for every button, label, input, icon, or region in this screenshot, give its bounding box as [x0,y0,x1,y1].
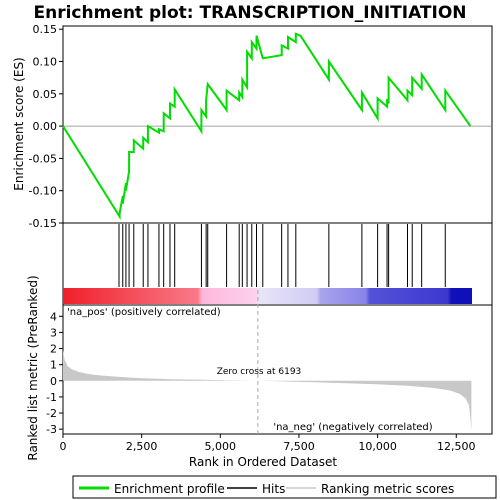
es-y-axis-label: Enrichment score (ES) [12,57,26,190]
enrichment-profile-line [62,32,472,220]
metric-y-tick-label: -3 [46,423,57,436]
es-plot-frame [62,25,493,224]
metric-y-axis-label: Ranked list metric (PreRanked) [26,275,40,460]
x-axis-label: Rank in Ordered Dataset [189,455,337,469]
zero-cross-annotation: Zero cross at 6193 [217,367,302,377]
metric-y-tick-label: 2 [50,343,57,356]
metric-y-tick-label: 1 [50,359,57,372]
enrichment-score-panel: -0.15 -0.10 -0.05 0.00 0.05 0.10 0.15 Enrichme… [12,23,493,230]
legend-metric-label: Ranking metric scores [321,482,454,496]
metric-y-tick-label: 3 [50,326,57,339]
legend: Enrichment profile Hits Ranking metric s… [72,475,497,499]
chart-title: Enrichment plot: TRANSCRIPTION_INITIATIO… [33,3,466,23]
ranking-color-bar [63,288,472,304]
metric-y-tick-label: -2 [46,407,57,420]
legend-hits-label: Hits [262,482,285,496]
x-tick-label: 5,000 [205,440,237,453]
metric-plot-frame [62,304,493,435]
es-y-tick-label: -0.05 [29,152,57,165]
es-y-tick-label: 0.05 [33,88,58,101]
x-tick-label: 10,000 [358,440,397,453]
es-y-ticks: -0.15 -0.10 -0.05 0.00 0.05 0.10 0.15 [29,23,63,230]
negative-correlation-label: 'na_neg' (negatively correlated) [273,422,432,433]
es-y-tick-label: 0.10 [33,56,58,69]
x-tick-label: 0 [60,440,67,453]
metric-x-ticks: 0 2,500 5,000 7,500 10,000 12,500 [60,434,476,453]
metric-y-tick-label: 0 [50,375,57,388]
x-tick-label: 7,500 [283,440,315,453]
es-y-tick-label: 0.15 [33,23,58,36]
positive-correlation-label: 'na_pos' (positively correlated) [67,307,221,318]
hit-markers [118,224,446,287]
metric-y-tick-label: -1 [46,391,57,404]
legend-box [72,475,497,499]
x-tick-label: 2,500 [126,440,158,453]
es-y-tick-label: -0.10 [29,185,57,198]
es-y-tick-label: -0.15 [29,217,57,230]
es-y-tick-label: 0.00 [33,120,58,133]
hits-panel [62,222,493,306]
legend-enrichment-label: Enrichment profile [114,482,225,496]
metric-y-ticks: -3 -2 -1 0 1 2 3 4 [46,310,63,436]
ranked-metric-panel: -3 -2 -1 0 1 2 3 4 0 2,500 5,000 7,500 10,000 12,500… [26,275,493,469]
metric-y-tick-label: 4 [50,310,57,323]
x-tick-label: 12,500 [437,440,476,453]
